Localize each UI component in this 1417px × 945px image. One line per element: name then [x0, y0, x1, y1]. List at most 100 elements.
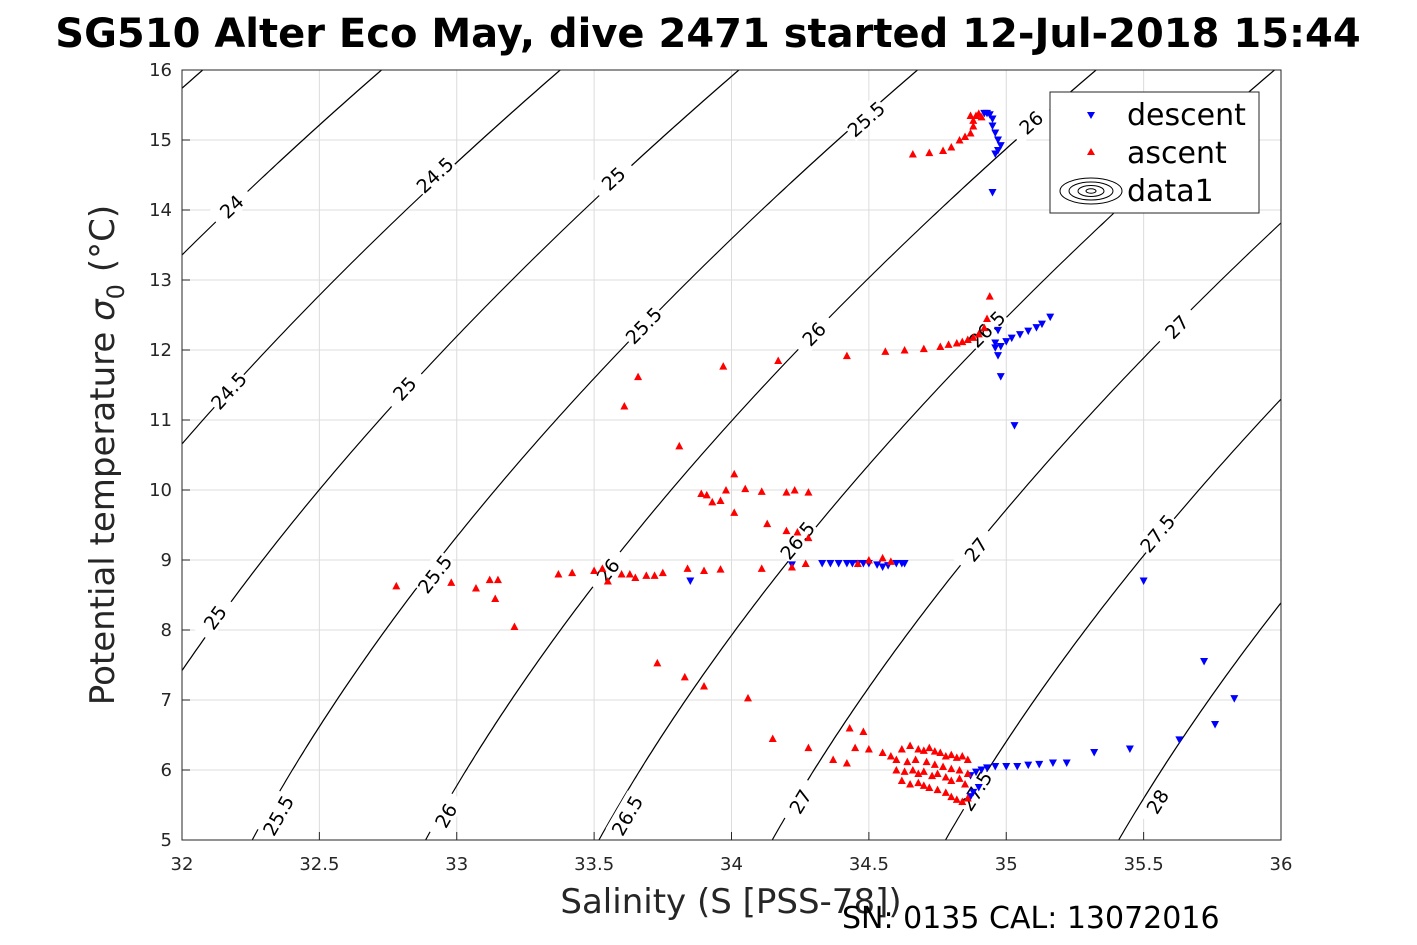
y-axis-label-unit: (°C) — [83, 205, 123, 272]
descent-point — [1024, 761, 1033, 770]
ascent-point — [845, 724, 854, 732]
descent-point — [1062, 759, 1071, 767]
ascent-point — [886, 557, 895, 565]
ascent-point — [510, 622, 519, 630]
contour-label-bg — [605, 790, 647, 840]
descent-point — [991, 344, 1000, 352]
descent-point — [842, 560, 851, 568]
ascent-point — [757, 487, 766, 495]
ascent-point — [939, 146, 948, 154]
legend-ascent-marker — [1087, 148, 1095, 155]
x-axis-label: Salinity (S [PSS-78]) — [560, 882, 901, 922]
ascent-point — [700, 682, 709, 690]
ascent-point — [908, 766, 917, 774]
ascent-point — [914, 778, 923, 787]
y-axis-label-symbol: σ — [83, 298, 123, 321]
ascent-point — [919, 781, 928, 789]
contour-label-bg — [619, 301, 667, 349]
y-tick-label: 9 — [161, 550, 172, 571]
descent-point — [1139, 577, 1148, 585]
ascent-point — [914, 769, 923, 777]
descent-point — [988, 115, 997, 123]
ascent-point — [886, 752, 895, 760]
ascent-point — [653, 658, 662, 667]
ascent-point — [969, 116, 978, 124]
contour-label-bg — [774, 515, 820, 564]
ascent-point — [936, 748, 945, 756]
ascent-point — [947, 792, 956, 801]
descent-point — [878, 563, 887, 571]
descent-point — [977, 766, 986, 774]
ascent-point — [961, 780, 970, 788]
ascent-point — [980, 323, 989, 332]
y-axis-label: Potential temperature σ0 (°C) — [83, 205, 130, 705]
ascent-point — [939, 762, 948, 770]
descent-point — [1200, 658, 1209, 666]
contour-label-bg — [207, 182, 255, 229]
contour-label-bg — [256, 790, 298, 840]
ascent-point — [941, 773, 950, 781]
ascent-point — [700, 566, 709, 574]
y-axis-label-subscript: 0 — [102, 284, 130, 299]
ascent-point — [625, 570, 634, 578]
ascent-point — [881, 347, 890, 355]
ascent-point — [708, 497, 717, 506]
ascent-point — [941, 788, 950, 796]
ascent-point — [719, 362, 728, 370]
y-tick-label: 10 — [149, 480, 172, 501]
x-tick-label: 35 — [995, 854, 1018, 875]
y-tick-label: 8 — [161, 620, 172, 641]
x-axis-ticks: 32 32.5 33 33.5 34 34.5 35 35.5 36 — [171, 832, 1293, 875]
data-points — [392, 109, 1239, 805]
ascent-point — [603, 577, 612, 585]
ascent-point — [864, 745, 873, 753]
x-tick-label: 34.5 — [849, 854, 889, 875]
ascent-point — [741, 484, 750, 493]
contour-label-bg — [841, 95, 890, 142]
ascent-point — [829, 755, 838, 763]
descent-point — [991, 150, 1000, 158]
ascent-point — [804, 533, 813, 542]
descent-point — [994, 326, 1003, 335]
ascent-point — [947, 750, 956, 759]
legend-contour-icon — [1059, 177, 1123, 205]
ascent-point — [801, 559, 810, 567]
ascent-point — [903, 757, 912, 766]
ascent-point — [963, 755, 972, 763]
x-tick-label: 36 — [1270, 854, 1293, 875]
x-tick-label: 33.5 — [574, 854, 614, 875]
ascent-point — [908, 150, 917, 158]
descent-point — [1007, 334, 1016, 343]
ascent-point — [925, 783, 934, 791]
descent-point — [1046, 313, 1055, 322]
ascent-point — [768, 734, 777, 742]
ascent-point — [722, 486, 731, 494]
ascent-point — [568, 568, 577, 577]
ascent-point — [974, 329, 983, 338]
ascent-point — [842, 759, 851, 767]
ascent-point — [790, 486, 799, 494]
ascent-point — [969, 122, 978, 130]
ascent-point — [793, 528, 802, 536]
legend-data1-label: data1 — [1127, 174, 1214, 209]
ascent-point — [963, 794, 972, 802]
descent-point — [826, 560, 835, 568]
ascent-point — [914, 745, 923, 753]
descent-point — [859, 560, 868, 568]
contour-label-bg — [411, 549, 457, 598]
ascent-point — [471, 584, 480, 592]
ascent-point — [911, 755, 920, 763]
descent-point — [988, 189, 997, 197]
contour-label-bg — [1134, 508, 1180, 557]
contour-label-bg — [380, 364, 427, 412]
contour-label-bg — [778, 776, 821, 826]
contour-label-bg — [952, 524, 998, 573]
ascent-point — [930, 760, 939, 768]
ascent-point — [961, 132, 970, 140]
descent-point — [873, 561, 882, 569]
descent-point — [996, 142, 1005, 150]
ascent-point — [955, 136, 964, 144]
ascent-point — [634, 372, 643, 381]
ascent-point — [897, 776, 906, 784]
